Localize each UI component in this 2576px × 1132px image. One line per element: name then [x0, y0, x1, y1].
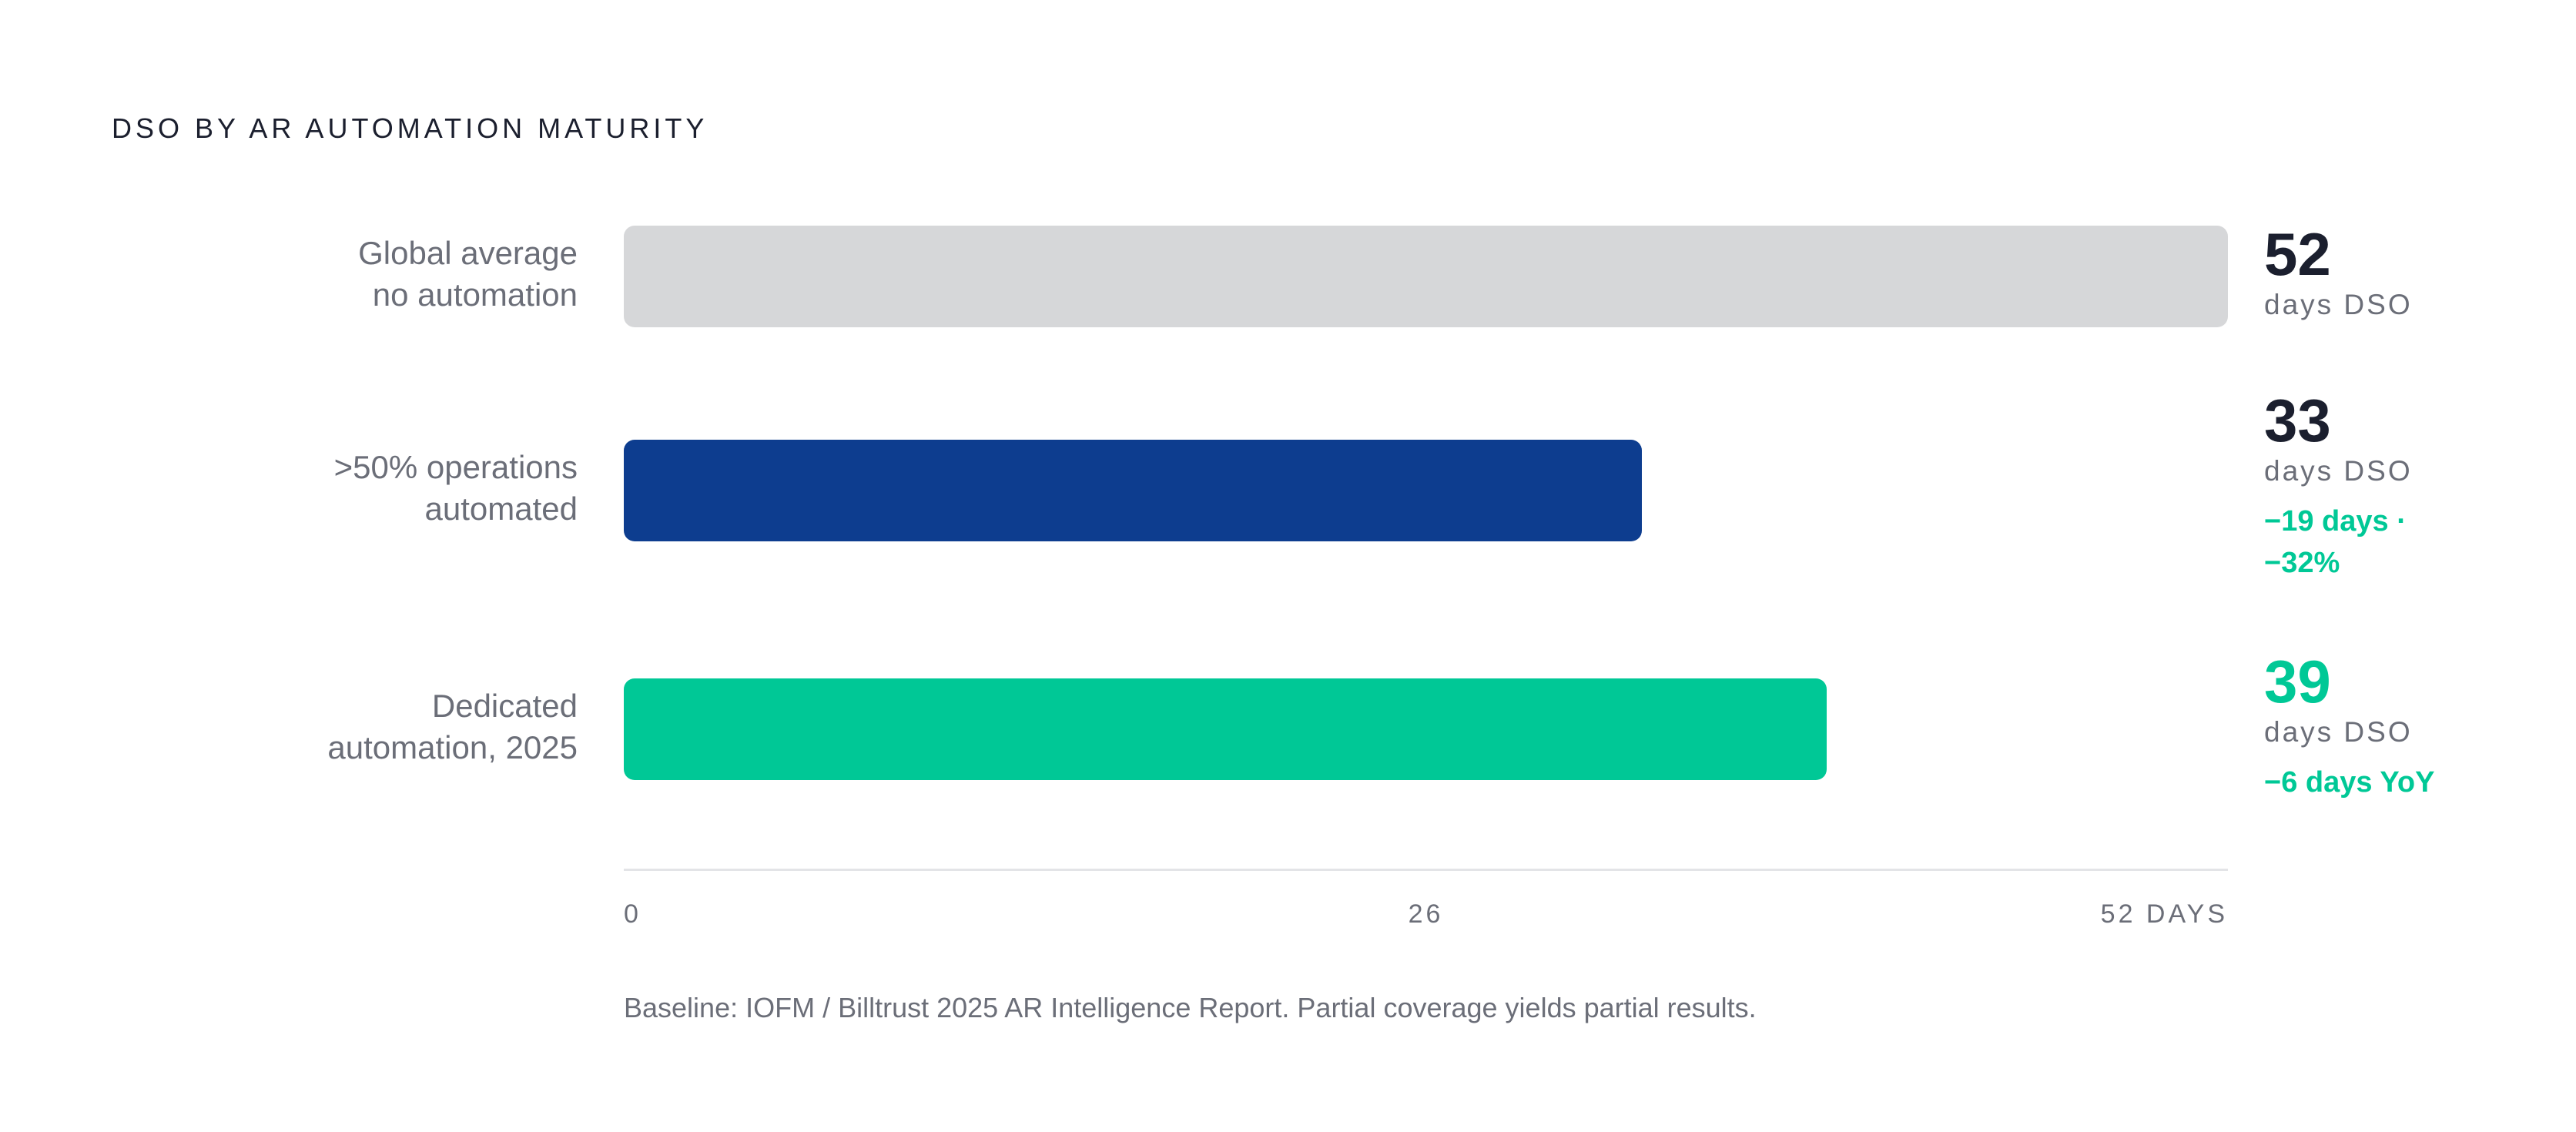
value-unit: days DSO — [2264, 455, 2413, 487]
bar — [624, 678, 1827, 780]
category-label-line: automation, 2025 — [327, 729, 578, 765]
bar — [624, 440, 1642, 541]
value-unit: days DSO — [2264, 716, 2413, 748]
category-label: Global average no automation — [177, 233, 578, 316]
x-axis-line — [624, 869, 2228, 871]
category-label-line: Dedicated — [431, 688, 578, 724]
category-label-line: no automation — [372, 276, 578, 313]
x-tick-label: 26 — [1408, 899, 1444, 929]
x-tick-label: 0 — [624, 899, 641, 929]
value-block: 52 days DSO — [2264, 223, 2413, 322]
category-label: >50% operations automated — [177, 447, 578, 530]
category-label-line: automated — [424, 491, 578, 527]
value-label: 33 — [2264, 387, 2331, 454]
delta-label: −19 days · −32% — [2264, 501, 2487, 584]
x-tick-label: 52 DAYS — [2100, 899, 2228, 929]
value-unit: days DSO — [2264, 289, 2413, 320]
delta-label: −6 days YoY — [2264, 762, 2487, 803]
category-label-line: Global average — [358, 235, 578, 271]
delta-label-line: −32% — [2264, 547, 2340, 579]
category-label: Dedicated automation, 2025 — [177, 685, 578, 769]
value-block: 39 days DSO −6 days YoY — [2264, 651, 2487, 803]
footnote: Baseline: IOFM / Billtrust 2025 AR Intel… — [624, 992, 1757, 1023]
chart-title: DSO BY AR AUTOMATION MATURITY — [112, 112, 708, 144]
category-label-line: >50% operations — [333, 449, 578, 485]
delta-label-line: −19 days · — [2264, 505, 2407, 538]
value-label: 52 — [2264, 220, 2331, 288]
bar — [624, 226, 2228, 327]
value-block: 33 days DSO −19 days · −32% — [2264, 390, 2487, 584]
value-label: 39 — [2264, 648, 2331, 715]
delta-label-line: −6 days YoY — [2264, 766, 2435, 799]
